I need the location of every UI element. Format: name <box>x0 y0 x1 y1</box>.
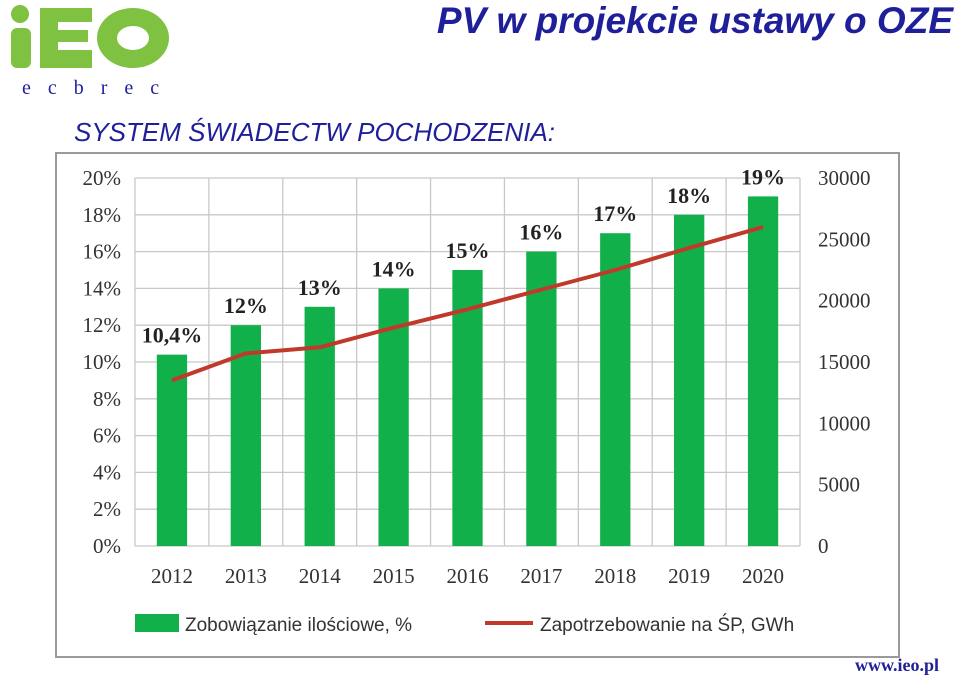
chart: 10,4% 12% 13% 14% 15% 16% 17% 18% 19% 0% 2% 4% 6% 8%… <box>83 164 871 636</box>
y-right-tick-label: 5000 <box>818 473 860 497</box>
data-label: 16% <box>519 220 563 245</box>
legend-label: Zapotrzebowanie na ŚP, GWh <box>540 614 794 636</box>
bar <box>230 325 261 546</box>
data-label: 19% <box>741 164 785 189</box>
y-left-tick-label: 10% <box>83 350 122 374</box>
page-title: PV w projekcie ustawy o OZE <box>436 0 953 41</box>
ieo-logo: e c b r e c <box>11 5 169 99</box>
data-label: 13% <box>298 275 342 300</box>
y-left-tick-label: 8% <box>93 387 121 411</box>
data-label: 14% <box>372 256 416 281</box>
y-left-tick-label: 4% <box>93 460 121 484</box>
bar <box>674 214 705 547</box>
x-tick-label: 2018 <box>594 564 636 588</box>
y-left-tick-label: 2% <box>93 497 121 521</box>
legend-label: Zobowiązanie ilościowe, % <box>185 615 412 636</box>
x-tick-label: 2014 <box>299 564 342 588</box>
legend-swatch-bar <box>135 614 179 632</box>
data-label: 18% <box>667 183 711 208</box>
x-tick-label: 2020 <box>742 564 784 588</box>
y-left-tick-label: 20% <box>83 166 122 190</box>
y-right-tick-label: 25000 <box>818 227 871 251</box>
logo-tagline: e c b r e c <box>22 77 165 99</box>
data-label: 10,4% <box>142 323 203 348</box>
y-left-tick-label: 12% <box>83 313 122 337</box>
y-right-tick-label: 20000 <box>818 289 871 313</box>
x-tick-label: 2019 <box>668 564 710 588</box>
y-right-tick-label: 30000 <box>818 166 871 190</box>
data-label: 17% <box>593 201 637 226</box>
y-left-tick-label: 16% <box>83 240 122 264</box>
x-tick-label: 2015 <box>373 564 415 588</box>
data-label: 15% <box>446 238 490 263</box>
data-label: 12% <box>224 293 268 318</box>
x-tick-label: 2017 <box>520 564 562 588</box>
x-tick-label: 2013 <box>225 564 267 588</box>
bar <box>452 270 483 546</box>
bar <box>156 354 188 546</box>
y-right-tick-label: 10000 <box>818 411 871 435</box>
y-right-tick-label: 0 <box>818 534 829 558</box>
x-tick-label: 2012 <box>151 564 193 588</box>
bar <box>747 196 779 546</box>
y-left-tick-label: 14% <box>83 276 122 300</box>
x-tick-label: 2016 <box>447 564 489 588</box>
bar <box>600 233 631 546</box>
y-left-tick-label: 6% <box>93 424 121 448</box>
y-left-tick-label: 0% <box>93 534 121 558</box>
bar <box>526 251 557 546</box>
section-subtitle: SYSTEM ŚWIADECTW POCHODZENIA: <box>74 117 556 147</box>
website-link[interactable]: www.ieo.pl <box>854 655 939 675</box>
y-right-tick-label: 15000 <box>818 350 871 374</box>
y-left-tick-label: 18% <box>83 203 122 227</box>
